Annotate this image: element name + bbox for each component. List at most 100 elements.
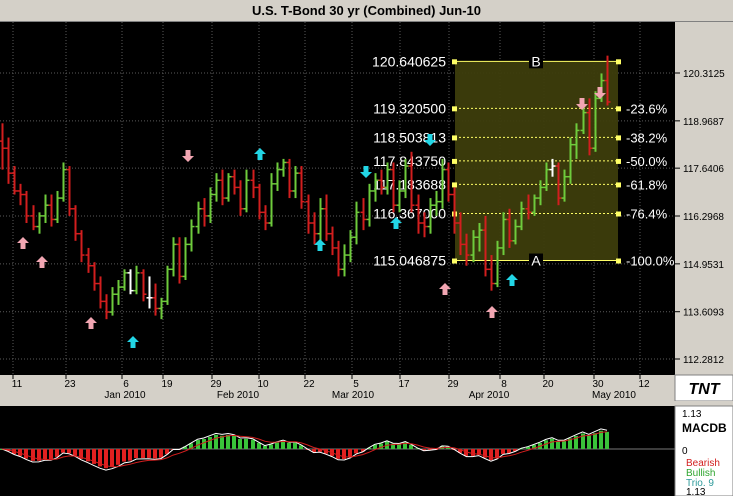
macd-histogram-bar [92, 449, 96, 464]
ohlc-bar [488, 255, 495, 291]
price-chart[interactable]: TNT 120.640625 B 119.320500 -23.6% 118.50381… [0, 22, 733, 496]
buy-signal-arrow [506, 274, 518, 286]
ohlc-bar [48, 194, 55, 227]
macd-histogram-bar [403, 442, 407, 449]
macd-histogram-bar [318, 449, 322, 452]
ohlc-bar [133, 265, 140, 295]
macd-histogram-bar [409, 444, 413, 449]
macd-histogram-bar [55, 449, 59, 457]
macd-histogram-bar [348, 449, 352, 458]
macd-histogram-bar [342, 449, 346, 459]
ohlc-bar [188, 219, 195, 252]
fibonacci-retracement[interactable]: 120.640625 B 119.320500 -23.6% 118.503813 -38… [372, 53, 675, 268]
pivot-low-arrow [439, 283, 451, 295]
ohlc-bar [146, 276, 153, 309]
ohlc-bar [537, 180, 544, 206]
fib-handle-right [616, 258, 621, 264]
fib-handle-right [616, 158, 621, 164]
price-scale-panel [675, 22, 733, 375]
price-tick-label: 112.2812 [683, 355, 724, 366]
macd-histogram-bar [122, 449, 126, 462]
ohlc-bar [36, 212, 43, 234]
sell-signal-arrow [182, 150, 194, 162]
ohlc-bar [451, 187, 458, 234]
macd-histogram-bar [367, 447, 371, 449]
ohlc-bar [30, 205, 37, 231]
price-tick-label: 117.6406 [683, 164, 724, 175]
macd-histogram-bar [31, 449, 35, 461]
macd-histogram-bar [568, 438, 572, 449]
price-tick-label: 120.3125 [683, 69, 725, 80]
fib-handle-left [452, 258, 457, 264]
ohlc-bar [219, 169, 226, 206]
macd-histogram-bar [214, 434, 218, 449]
macd-histogram-bar [98, 449, 102, 467]
ohlc-bar [237, 180, 244, 216]
ohlc-bar [11, 166, 18, 195]
fib-anchor-label: A [531, 253, 541, 269]
ohlc-bar [512, 219, 519, 245]
date-tick-label: 20 [542, 379, 554, 390]
macd-histogram-bar [18, 449, 22, 456]
ohlc-bar [213, 173, 220, 202]
ohlc-bar [415, 194, 422, 234]
fib-handle-left [452, 59, 457, 65]
macd-histogram-bar [605, 431, 609, 449]
ohlc-bar [91, 262, 98, 291]
macd-histogram-bar [24, 449, 28, 459]
macd-histogram-bar [244, 438, 248, 449]
buy-signal-arrow [127, 336, 139, 348]
ohlc-bar [164, 265, 171, 305]
indicator-scale-top: 1.13 [682, 409, 702, 420]
date-tick-label: 5 [353, 379, 359, 390]
ohlc-bar [97, 276, 104, 309]
buy-signal-arrow [254, 148, 266, 160]
macd-histogram-bar [361, 449, 365, 452]
fib-handle-right [616, 135, 621, 141]
pane-separator[interactable] [0, 401, 733, 406]
macd-histogram-bar [220, 435, 224, 449]
fib-price-label: 115.046875 [373, 253, 446, 269]
ohlc-bar [445, 162, 452, 202]
signal-arrows [17, 87, 606, 348]
macd-line [1, 428, 608, 471]
macd-histogram-bar [189, 443, 193, 449]
macd-histogram-bar [489, 449, 493, 461]
price-tick-label: 113.6093 [683, 308, 724, 319]
date-tick-label: 12 [638, 379, 650, 390]
sell-signal-arrow [576, 98, 588, 110]
ohlc-bar [421, 212, 428, 238]
month-label: Apr 2010 [469, 390, 510, 401]
ohlc-bar [323, 194, 330, 241]
pivot-low-arrow [17, 237, 29, 249]
ohlc-bar [5, 137, 12, 184]
ohlc-bar [555, 162, 562, 206]
ohlc-bar [195, 201, 202, 234]
ohlc-bar [274, 162, 281, 191]
ohlc-bar [586, 98, 593, 156]
macd-histogram-bar [86, 449, 90, 462]
ohlc-bar [366, 183, 373, 227]
date-tick-label: 10 [257, 379, 269, 390]
ohlc-bar [408, 151, 415, 213]
macd-histogram-bar [471, 449, 475, 456]
fib-price-label: 119.320500 [373, 100, 446, 116]
ohlc-bar [305, 194, 312, 234]
macd-histogram-bar [550, 438, 554, 449]
ohlc-bar [0, 123, 6, 170]
ohlc-bar [463, 233, 470, 266]
macd-histogram-bar [293, 442, 297, 449]
ohlc-bar [243, 169, 250, 213]
date-tick-label: 11 [12, 379, 23, 390]
price-tick-label: 116.2968 [683, 212, 724, 223]
buy-signal-arrow [390, 217, 402, 229]
date-tick-label: 23 [64, 379, 76, 390]
indicator-scale-panel [674, 405, 733, 496]
price-tick-label: 118.9687 [683, 117, 724, 128]
ohlc-bar [580, 105, 587, 134]
macd-histogram-bar [61, 449, 65, 453]
macd-histogram-bar [477, 449, 481, 455]
ohlc-bar [372, 173, 379, 202]
ohlc-bar [85, 247, 92, 273]
macd-histogram-bar [281, 440, 285, 449]
